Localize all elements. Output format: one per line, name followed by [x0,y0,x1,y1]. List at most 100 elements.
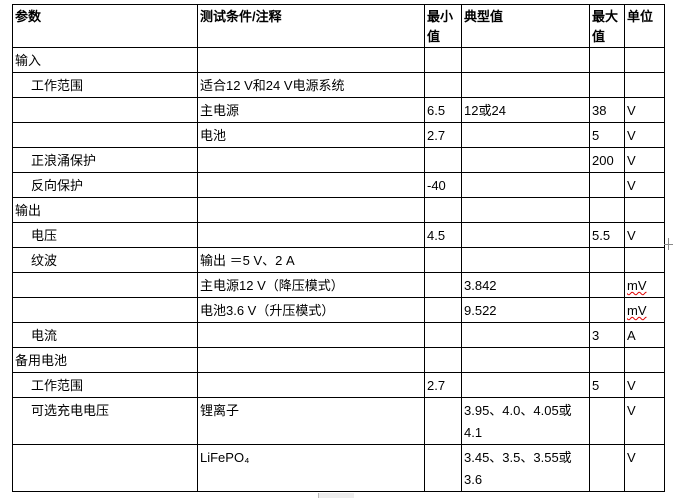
column-resize-marker-h [664,244,673,245]
cell-typ [461,222,590,248]
cell-unit: V [624,147,665,173]
cell-max: 5 [589,372,625,398]
cell-typ [461,147,590,173]
table-row: 可选充电电压 锂离子 3.95、4.0、4.05或4.1 V [12,397,665,445]
cell-min [424,272,462,298]
cell-cond [197,172,425,198]
table-row: 纹波 输出 ＝5 V、2 A [12,247,665,273]
cell-min: 2.7 [424,122,462,148]
cell-param: 工作范围 [12,72,198,98]
cell-max [589,272,625,298]
table-row: LiFePO₄ 3.45、3.5、3.55或3.6 V [12,444,665,492]
cell-max [589,247,625,273]
cell-typ [461,347,590,373]
cell-max [589,172,625,198]
cell-param: 反向保护 [12,172,198,198]
cell-cond [197,322,425,348]
cell-typ [461,72,590,98]
table-row: 电流 3 A [12,322,665,348]
cell-min [424,397,462,445]
cell-max [589,444,625,492]
cell-unit: V [624,444,665,492]
cell-cond: 电池3.6 V（升压模式） [197,297,425,323]
table-row: 电池 2.7 5 V [12,122,665,148]
cell-cond [197,147,425,173]
cell-cond [197,372,425,398]
cell-typ [461,322,590,348]
cell-min [424,444,462,492]
header-row: 参数 测试条件/注释 最小值 典型值 最大值 单位 [12,4,665,48]
cell-max: 5 [589,122,625,148]
cell-max: 38 [589,97,625,123]
cell-unit [624,247,665,273]
header-max: 最大值 [589,4,625,48]
cell-typ [461,122,590,148]
cell-param: 输出 [12,197,198,223]
cell-min [424,297,462,323]
cell-min [424,322,462,348]
cell-param: 输入 [12,47,198,73]
cell-max [589,72,625,98]
cell-typ: 9.522 [461,297,590,323]
table-row: 电压 4.5 5.5 V [12,222,665,248]
cell-max [589,197,625,223]
table-row: 输入 [12,47,665,73]
table-row: 正浪涌保护 200 V [12,147,665,173]
cell-param: 工作范围 [12,372,198,398]
cell-param: 可选充电电压 [12,397,198,445]
cell-max [589,347,625,373]
header-min: 最小值 [424,4,462,48]
ruler-segment [318,493,354,498]
cell-param [12,122,198,148]
table-row: 工作范围 2.7 5 V [12,372,665,398]
cell-unit [624,47,665,73]
cell-param: 正浪涌保护 [12,147,198,173]
cell-min [424,247,462,273]
cell-max [589,297,625,323]
cell-param: 纹波 [12,247,198,273]
spec-table: 参数 测试条件/注释 最小值 典型值 最大值 单位 输入 工作范围 适合12 V和2… [12,4,665,492]
cell-min: -40 [424,172,462,198]
header-param: 参数 [12,4,198,48]
cell-min: 4.5 [424,222,462,248]
table-row: 备用电池 [12,347,665,373]
table-row: 主电源12 V（降压模式） 3.842 mV [12,272,665,298]
cell-min [424,197,462,223]
cell-cond [197,222,425,248]
cell-max [589,397,625,445]
cell-min [424,47,462,73]
header-unit: 单位 [624,4,665,48]
cell-cond: 主电源12 V（降压模式） [197,272,425,298]
cell-param [12,297,198,323]
cell-cond [197,197,425,223]
cell-param: 备用电池 [12,347,198,373]
cell-max: 5.5 [589,222,625,248]
table-row: 工作范围 适合12 V和24 V电源系统 [12,72,665,98]
cell-cond: 输出 ＝5 V、2 A [197,247,425,273]
cell-cond: 适合12 V和24 V电源系统 [197,72,425,98]
cell-unit [624,72,665,98]
cell-max: 200 [589,147,625,173]
cell-unit: V [624,172,665,198]
cell-cond: 电池 [197,122,425,148]
cell-typ: 3.45、3.5、3.55或3.6 [461,444,590,492]
cell-param: 电流 [12,322,198,348]
cell-unit: V [624,122,665,148]
cell-min [424,347,462,373]
table-row: 电池3.6 V（升压模式） 9.522 mV [12,297,665,323]
cell-param [12,272,198,298]
cell-unit: A [624,322,665,348]
cell-typ: 12或24 [461,97,590,123]
cell-cond [197,347,425,373]
cell-min [424,147,462,173]
cell-unit: V [624,97,665,123]
cell-typ: 3.95、4.0、4.05或4.1 [461,397,590,445]
table-row: 输出 [12,197,665,223]
cell-unit [624,347,665,373]
header-condition: 测试条件/注释 [197,4,425,48]
cell-param [12,97,198,123]
cell-max: 3 [589,322,625,348]
cell-unit: mV [624,297,665,323]
cell-typ: 3.842 [461,272,590,298]
cell-cond: 主电源 [197,97,425,123]
